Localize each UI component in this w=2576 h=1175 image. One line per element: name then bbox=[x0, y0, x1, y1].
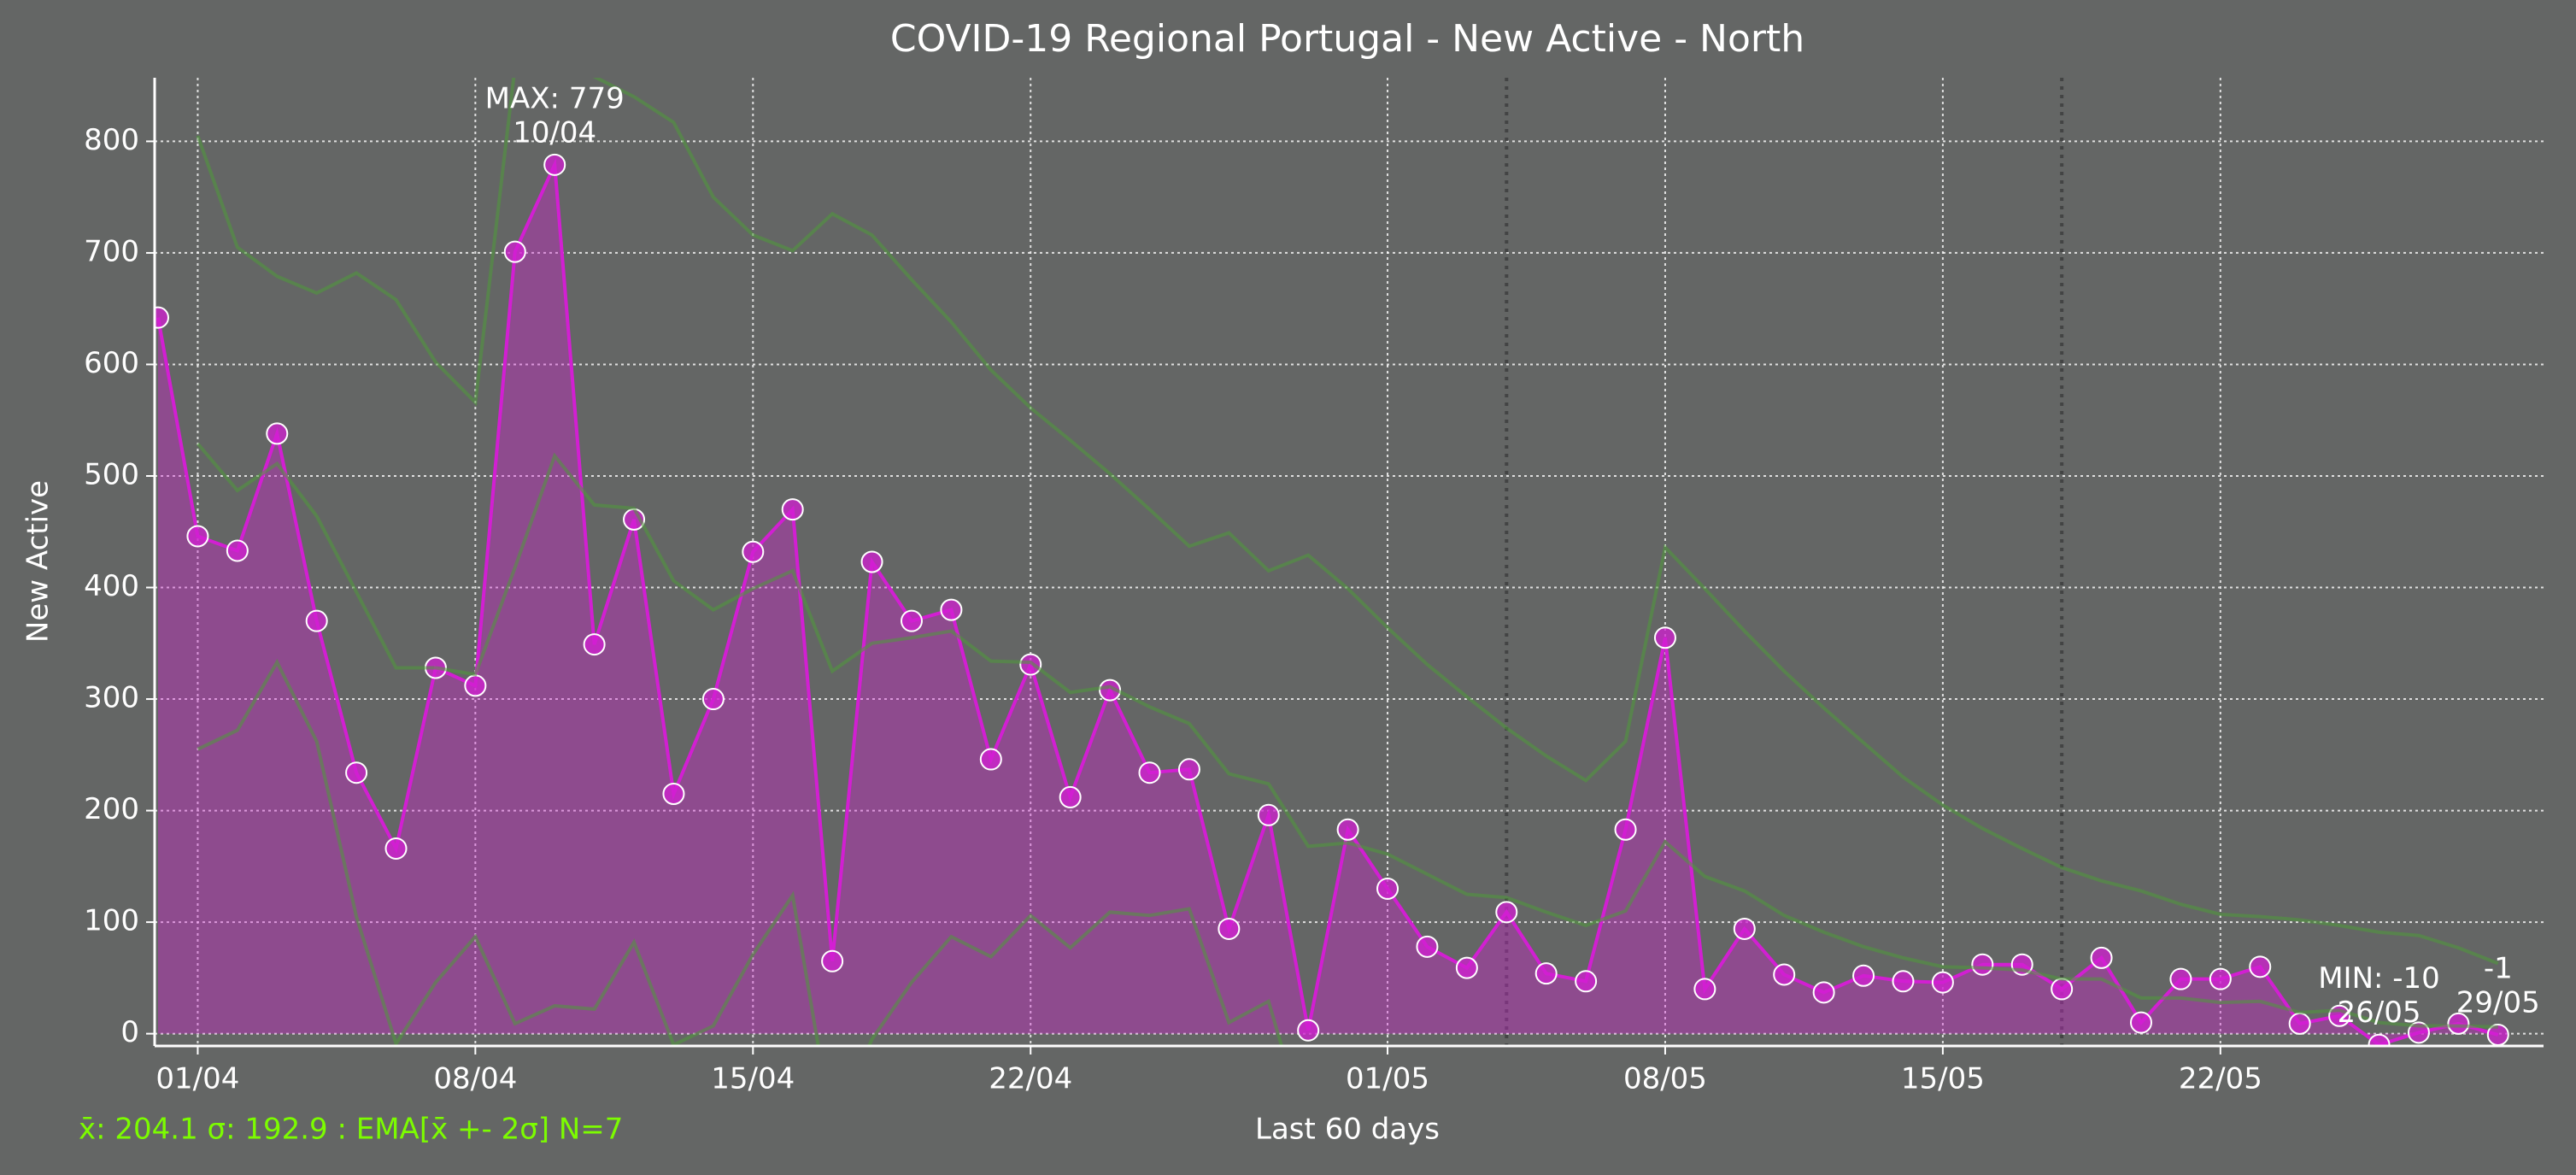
y-axis-label: New Active bbox=[21, 480, 56, 643]
axes: 0 100 200 300 400 500 600 700 800 01/04 08/04 15/04… bbox=[84, 78, 2544, 1096]
point bbox=[186, 525, 209, 548]
line bbox=[196, 442, 2498, 1029]
point bbox=[2447, 1012, 2470, 1035]
point bbox=[1059, 785, 1082, 808]
x-tick-label: 08/04 bbox=[433, 1062, 517, 1096]
point bbox=[1653, 626, 1676, 649]
point bbox=[503, 240, 526, 263]
area bbox=[158, 164, 2498, 1045]
point bbox=[2051, 978, 2074, 1001]
point bbox=[543, 153, 566, 176]
point bbox=[979, 748, 1002, 771]
line bbox=[196, 78, 2499, 966]
point bbox=[1376, 877, 1399, 900]
x-tick-label: 15/05 bbox=[1901, 1062, 1985, 1096]
point bbox=[1931, 971, 1954, 994]
point bbox=[1177, 758, 1200, 781]
annotation-text: MAX: 779 bbox=[485, 81, 625, 115]
point bbox=[2249, 955, 2272, 978]
x-tick-label: 22/04 bbox=[989, 1062, 1072, 1096]
point bbox=[1218, 917, 1241, 940]
point bbox=[1534, 962, 1558, 985]
point bbox=[2130, 1011, 2152, 1034]
point bbox=[860, 550, 883, 573]
point bbox=[583, 633, 606, 656]
y-tick-label: 600 bbox=[84, 346, 139, 380]
point bbox=[384, 837, 408, 860]
point bbox=[305, 609, 328, 632]
y-tick-label: 700 bbox=[84, 234, 139, 268]
point bbox=[940, 598, 963, 621]
point bbox=[1693, 978, 1716, 1001]
point bbox=[1416, 935, 1439, 958]
line bbox=[197, 658, 1284, 1046]
point bbox=[900, 609, 923, 632]
chart-title: COVID-19 Regional Portugal - New Active … bbox=[890, 17, 1804, 61]
point bbox=[1773, 963, 1796, 986]
point bbox=[1971, 953, 1994, 976]
point bbox=[1336, 818, 1359, 841]
point bbox=[345, 761, 368, 784]
annotation-text: MIN: -10 bbox=[2318, 961, 2440, 996]
point bbox=[1812, 981, 1835, 1004]
point bbox=[2169, 967, 2192, 990]
point bbox=[266, 422, 289, 445]
point bbox=[1614, 818, 1637, 841]
point bbox=[662, 783, 685, 806]
point bbox=[2090, 946, 2113, 969]
y-tick-label: 400 bbox=[84, 569, 139, 603]
y-tick-label: 500 bbox=[84, 457, 139, 491]
annotation-date: 29/05 bbox=[2456, 985, 2540, 1019]
point bbox=[1733, 917, 1756, 940]
point bbox=[1138, 761, 1161, 784]
point bbox=[1455, 956, 1478, 979]
y-tick-label: 0 bbox=[120, 1015, 139, 1049]
x-tick-label: 15/04 bbox=[711, 1062, 795, 1096]
point bbox=[1257, 803, 1280, 826]
y-tick-label: 300 bbox=[84, 681, 139, 715]
point bbox=[1297, 1019, 1320, 1042]
point bbox=[1019, 653, 1042, 676]
annotation-date: 10/04 bbox=[513, 115, 596, 150]
annotation-text: -1 bbox=[2484, 951, 2513, 985]
x-tick-label: 01/05 bbox=[1346, 1062, 1429, 1096]
point bbox=[1575, 970, 1598, 993]
point bbox=[742, 540, 765, 563]
point bbox=[1892, 970, 1915, 993]
point bbox=[2288, 1012, 2311, 1035]
y-tick-label: 200 bbox=[84, 792, 139, 826]
point bbox=[1852, 964, 1875, 987]
y-tick-label: 100 bbox=[84, 904, 139, 938]
point bbox=[464, 674, 487, 697]
point bbox=[226, 539, 249, 562]
stats-footnote: x̄: 204.1 σ: 192.9 : EMA[x̄ +- 2σ] N=7 bbox=[79, 1113, 623, 1147]
point bbox=[155, 306, 169, 329]
y-tick-label: 800 bbox=[84, 123, 139, 157]
x-tick-label: 01/04 bbox=[155, 1062, 239, 1096]
line bbox=[156, 158, 2499, 1046]
x-tick-label: 08/05 bbox=[1623, 1062, 1707, 1096]
point bbox=[821, 949, 844, 972]
annotation-date: 26/05 bbox=[2338, 996, 2421, 1030]
x-axis-label: Last 60 days bbox=[1255, 1113, 1440, 1147]
point bbox=[2209, 967, 2232, 990]
point bbox=[701, 688, 725, 711]
point bbox=[1495, 901, 1518, 924]
x-tick-label: 22/05 bbox=[2179, 1062, 2262, 1096]
plot-area bbox=[155, 78, 2509, 1046]
point bbox=[781, 498, 804, 521]
